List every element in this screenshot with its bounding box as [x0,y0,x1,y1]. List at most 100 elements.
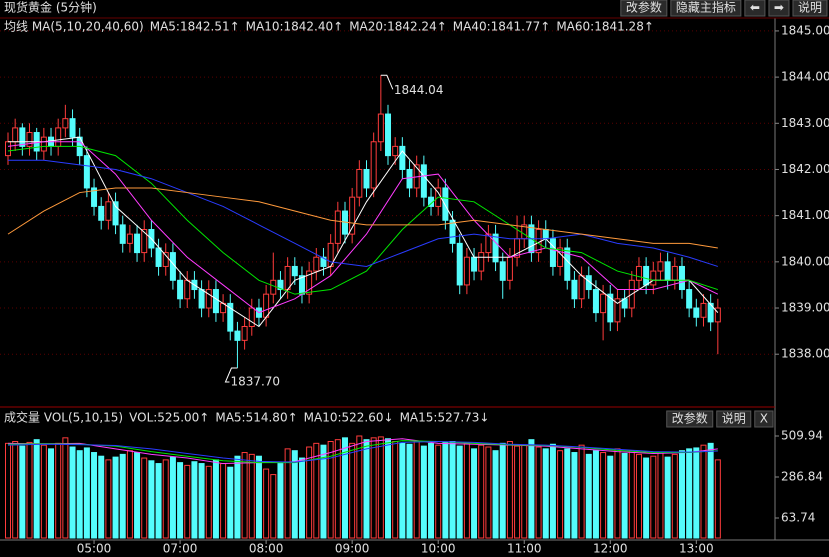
button-label[interactable]: ➡ [774,1,784,15]
y-tick-label: 286.84 [781,470,823,484]
ma-line [7,441,718,463]
candle-body [40,136,47,152]
x-tick-label: 05:00 [77,542,112,556]
candle-body [248,307,255,327]
volume-bar [19,445,26,539]
candle-body [607,293,614,323]
volume-bar [514,445,521,539]
volume-bar [370,437,377,539]
volume-bar [420,445,427,539]
volume-bar [162,459,169,539]
volume-bar [126,450,133,539]
candle-body [650,270,657,286]
candle-body [399,145,406,170]
candle-body [198,289,205,309]
volume-bar [291,450,298,539]
candle-body [442,187,449,221]
candle-body [313,256,320,272]
volume-bar [112,456,119,539]
volume-bar [277,463,284,539]
candle-body [707,302,714,323]
y-tick-label: 1844.00 [781,70,829,84]
candle-body [98,205,105,221]
candle-body [406,168,413,189]
button[interactable] [716,410,752,428]
candle-body [291,265,298,277]
candle-body [62,118,69,129]
button[interactable] [620,0,668,17]
volume-bar [255,455,262,539]
legend-entry: MA40:1841.77↑ [453,20,551,34]
candle-body [377,113,384,143]
button-label[interactable]: 改参数 [672,411,708,426]
volume-bar [535,446,542,539]
candle-body [26,132,33,147]
candle-body [449,219,456,244]
candle-body [320,256,327,267]
y-tick-label: 1845.00 [781,23,829,37]
volume-bar [198,463,205,539]
annotation: 1837.70 [230,375,280,389]
button-label[interactable]: ⬅ [750,1,760,15]
button[interactable] [670,0,742,17]
volume-bar [212,459,219,539]
volume-bar [693,447,700,539]
legend-entry: MA5:1842.51↑ [150,20,240,34]
volume-bar [298,457,305,539]
button[interactable] [744,0,766,17]
volume-bar [33,439,40,539]
candle-body [485,233,492,254]
volume-bar [678,450,685,539]
volume-bar [155,463,162,539]
volume-bar [377,436,384,539]
candle-body [155,247,162,267]
legend-entry: MA15:527.73↓ [400,411,490,425]
volume-bar [313,442,320,539]
button-label[interactable]: X [760,412,768,426]
legend-entry: MA5:514.80↑ [215,411,297,425]
volume-bar [241,452,248,539]
candle-body [420,164,427,198]
button[interactable] [792,0,828,17]
volume-bar [234,455,241,539]
x-tick-label: 07:00 [163,542,198,556]
candle-body [134,233,141,254]
x-tick-label: 08:00 [249,542,284,556]
volume-bar [48,448,55,539]
volume-bar [263,468,270,539]
candle-body [126,233,133,244]
candle-body [643,265,650,286]
button-label[interactable]: 隐藏主指标 [676,0,736,15]
volume-bar [456,445,463,539]
button[interactable] [754,410,774,428]
ma-line [7,438,718,465]
volume-bar [578,444,585,539]
button-label[interactable]: 说明 [722,411,746,426]
volume-bar [169,456,176,539]
candle-body [184,279,191,300]
volume-bar [141,457,148,539]
volume-bar [40,444,47,539]
button[interactable] [768,0,790,17]
volume-bar [592,450,599,539]
button[interactable] [666,410,714,428]
x-tick-label: 10:00 [421,542,456,556]
volume-bar [564,448,571,539]
volume-bar [327,441,334,539]
volume-bar [341,437,348,539]
button-label[interactable]: 说明 [798,0,822,15]
candle-body [241,325,248,341]
candle-body [234,330,241,341]
volume-bar [621,452,628,539]
volume-bar [664,456,671,539]
button-label[interactable]: 改参数 [626,0,662,15]
y-tick-label: 509.94 [781,429,823,443]
volume-bar [306,446,313,539]
volume-bar [435,444,442,539]
candle-body [19,127,26,147]
candle-body [5,141,11,157]
volume-bar [399,442,406,539]
candle-body [270,279,277,295]
candle-body [392,145,399,157]
ma-line [7,145,718,295]
